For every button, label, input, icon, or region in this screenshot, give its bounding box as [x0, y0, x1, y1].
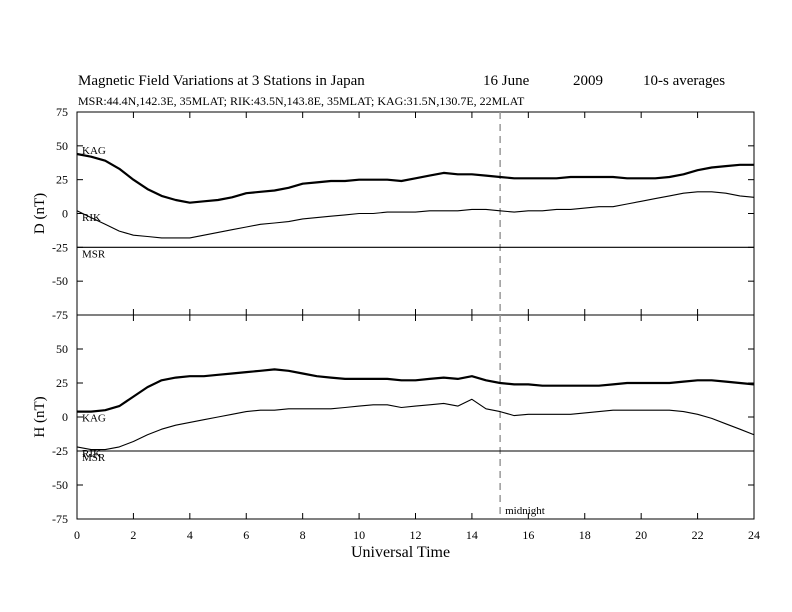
- y-tick-label-d: -25: [52, 240, 68, 254]
- y-tick-label-d: 25: [56, 173, 68, 187]
- x-tick-label: 18: [579, 528, 591, 542]
- series-label-d-rik: RIK: [82, 212, 101, 224]
- y-tick-label-d: 75: [56, 105, 68, 119]
- series-label-d-msr: MSR: [82, 248, 106, 260]
- y-axis-label-d: D (nT): [32, 193, 48, 234]
- chart-title: Magnetic Field Variations at 3 Stations …: [78, 73, 725, 158]
- series-line-h-kag: [77, 368, 755, 413]
- station-subtitle: MSR:44.4N,142.3E, 35MLAT; RIK:43.5N,143.…: [78, 94, 525, 108]
- x-tick-label: 24: [748, 528, 760, 542]
- x-tick-label: 12: [410, 528, 422, 542]
- title-year: 2009: [573, 73, 603, 89]
- y-tick-label-d: 0: [62, 207, 68, 221]
- x-tick-label: 0: [74, 528, 80, 542]
- series-label-h-msr: MSR: [82, 452, 106, 464]
- x-tick-label: 16: [522, 528, 534, 542]
- x-tick-label: 10: [353, 528, 365, 542]
- x-tick-label: 4: [187, 528, 193, 542]
- series-label-d-kag: KAG: [82, 145, 106, 157]
- y-tick-label-h: -75: [52, 512, 68, 526]
- y-tick-label-h: -50: [52, 478, 68, 492]
- title-date: 16 June: [483, 73, 530, 89]
- series-line-d-rik: [76, 191, 755, 239]
- x-axis-label: Universal Time: [351, 544, 450, 561]
- panel-frame-h: [76, 314, 755, 520]
- y-tick-label-h: 50: [56, 342, 68, 356]
- panel-frame-d: [76, 111, 755, 316]
- y-tick-label-h: -25: [52, 444, 68, 458]
- y-tick-label-d: -75: [52, 308, 68, 322]
- title-main: Magnetic Field Variations at 3 Stations …: [78, 73, 365, 89]
- series-line-h-rik: [76, 398, 755, 451]
- x-tick-label: 2: [130, 528, 136, 542]
- midnight-label: midnight: [505, 505, 545, 517]
- y-tick-label-h: 0: [62, 410, 68, 424]
- y-tick-label-h: 25: [56, 376, 68, 390]
- x-tick-label: 20: [635, 528, 647, 542]
- series-line-d-kag: [76, 152, 754, 204]
- y-axis-label-h: H (nT): [32, 396, 48, 437]
- y-tick-label-d: 50: [56, 139, 68, 153]
- x-tick-label: 6: [243, 528, 249, 542]
- x-tick-label: 8: [300, 528, 306, 542]
- x-tick-label: 14: [466, 528, 478, 542]
- y-tick-label-d: -50: [52, 274, 68, 288]
- x-tick-label: 22: [692, 528, 704, 542]
- series-label-h-kag: KAG: [82, 413, 106, 425]
- title-averages: 10-s averages: [643, 73, 726, 89]
